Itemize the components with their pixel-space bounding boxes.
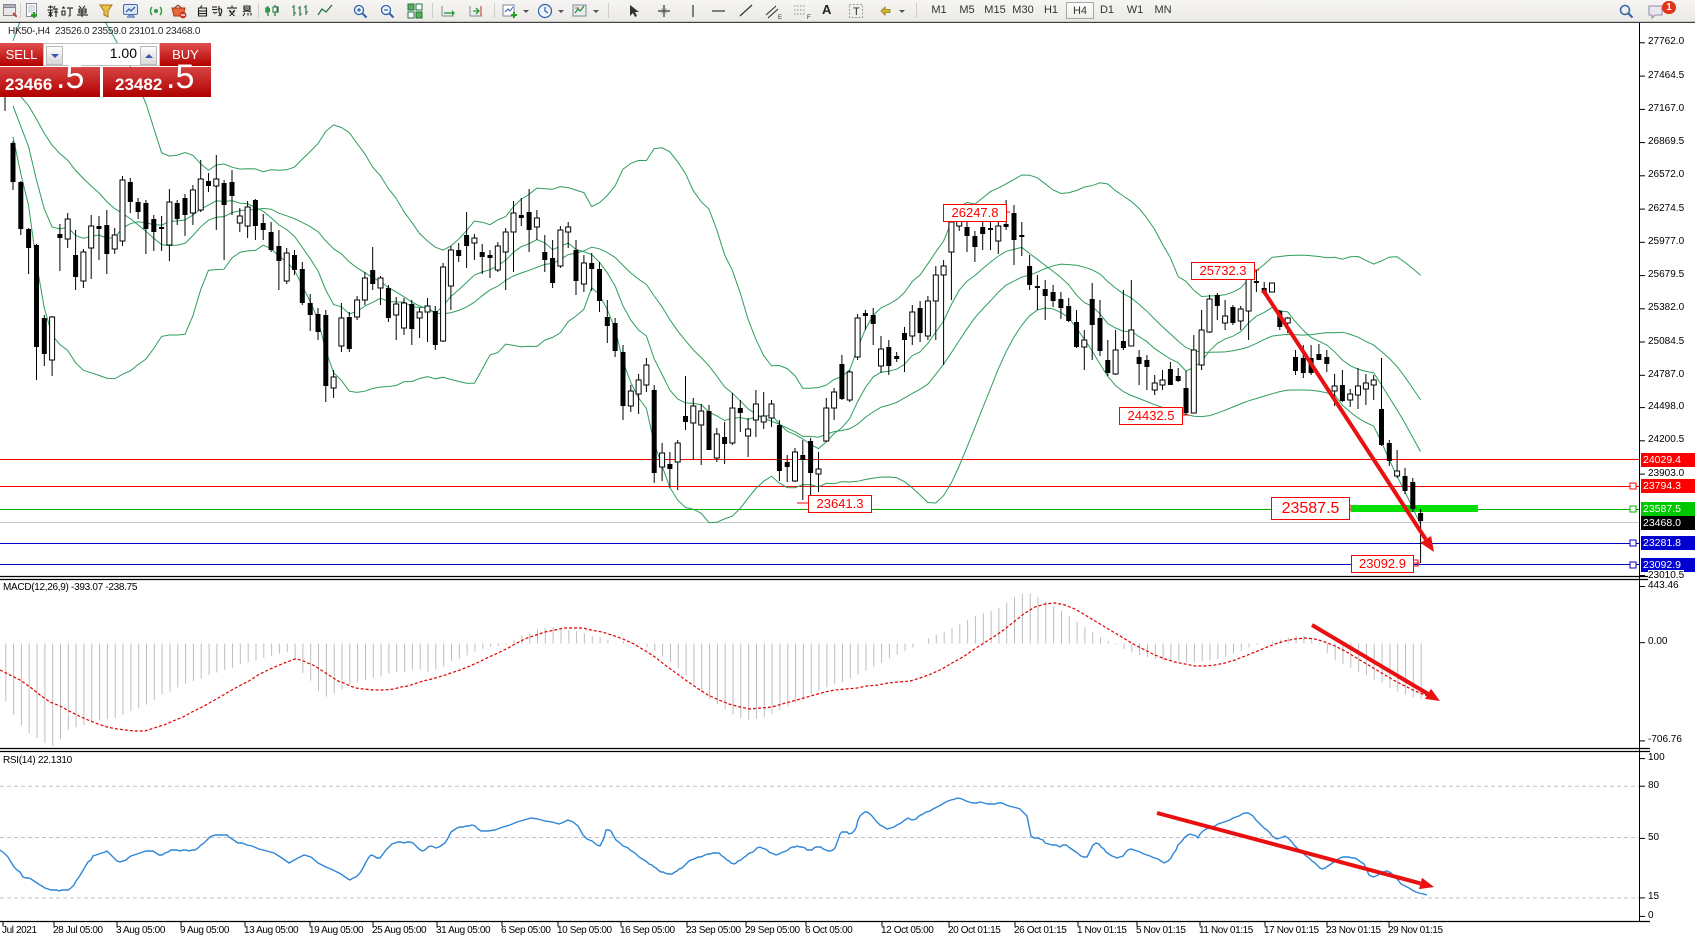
svg-text:F: F <box>807 15 811 20</box>
svg-text:T: T <box>853 6 860 18</box>
svg-text:E: E <box>778 15 782 20</box>
